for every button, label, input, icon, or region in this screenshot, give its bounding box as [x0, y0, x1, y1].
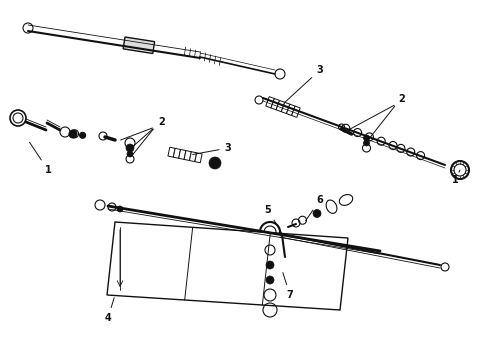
Text: 4: 4	[105, 298, 114, 323]
Text: 1: 1	[29, 142, 51, 175]
Polygon shape	[276, 100, 285, 112]
Circle shape	[313, 210, 321, 217]
Text: 6: 6	[306, 195, 323, 221]
Circle shape	[266, 276, 274, 284]
Text: 2: 2	[398, 94, 405, 104]
Polygon shape	[190, 152, 196, 162]
Polygon shape	[173, 148, 180, 158]
Circle shape	[364, 140, 369, 146]
Text: 7: 7	[283, 273, 294, 300]
Circle shape	[364, 135, 369, 141]
Polygon shape	[107, 222, 348, 310]
Circle shape	[260, 222, 280, 242]
Bar	[123, 37, 155, 54]
Polygon shape	[195, 153, 202, 163]
Circle shape	[10, 110, 26, 126]
Circle shape	[79, 132, 86, 138]
Circle shape	[280, 253, 290, 263]
Polygon shape	[179, 149, 186, 159]
Circle shape	[69, 130, 77, 138]
Circle shape	[127, 151, 133, 157]
Polygon shape	[168, 147, 175, 157]
Circle shape	[117, 206, 123, 212]
Circle shape	[266, 261, 274, 269]
Circle shape	[209, 157, 221, 169]
Polygon shape	[287, 104, 295, 116]
Polygon shape	[184, 150, 191, 161]
Text: 5: 5	[265, 205, 283, 235]
Text: 3: 3	[285, 65, 323, 102]
Circle shape	[126, 144, 134, 152]
Polygon shape	[271, 99, 280, 110]
Text: 1: 1	[452, 170, 460, 185]
Text: 3: 3	[193, 143, 231, 154]
Polygon shape	[292, 106, 300, 117]
Polygon shape	[266, 96, 274, 108]
Text: 2: 2	[159, 117, 166, 127]
Circle shape	[451, 161, 469, 179]
Polygon shape	[281, 102, 290, 114]
